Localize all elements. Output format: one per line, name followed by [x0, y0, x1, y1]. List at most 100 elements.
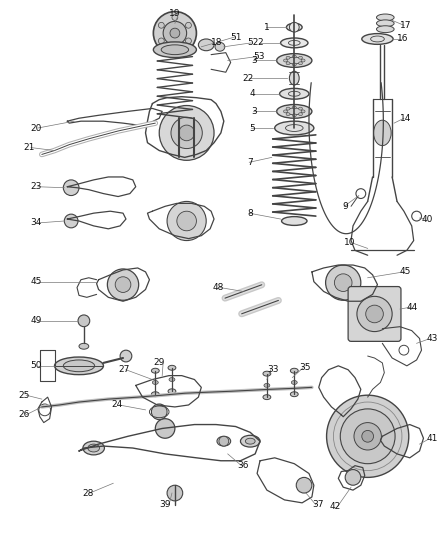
- Ellipse shape: [301, 59, 305, 62]
- Text: 22: 22: [242, 74, 253, 83]
- Circle shape: [167, 485, 183, 501]
- Circle shape: [172, 46, 178, 52]
- Ellipse shape: [264, 383, 270, 387]
- Circle shape: [366, 305, 383, 323]
- Text: 2: 2: [258, 38, 263, 47]
- Circle shape: [155, 419, 175, 438]
- Circle shape: [357, 296, 392, 332]
- Text: 41: 41: [427, 434, 438, 443]
- Text: 5: 5: [249, 124, 255, 133]
- Circle shape: [115, 277, 131, 293]
- Ellipse shape: [79, 343, 89, 349]
- Text: 8: 8: [247, 208, 253, 217]
- Text: 44: 44: [407, 303, 418, 312]
- Ellipse shape: [286, 56, 290, 59]
- Ellipse shape: [377, 20, 394, 27]
- Ellipse shape: [83, 441, 104, 455]
- Text: 10: 10: [343, 238, 355, 247]
- Ellipse shape: [215, 43, 225, 51]
- Text: 33: 33: [267, 365, 279, 374]
- Ellipse shape: [168, 365, 176, 370]
- Text: 20: 20: [30, 124, 42, 133]
- Circle shape: [120, 350, 132, 362]
- Text: 39: 39: [159, 500, 171, 510]
- Text: 16: 16: [397, 35, 409, 44]
- Circle shape: [64, 180, 79, 196]
- Text: 45: 45: [400, 268, 411, 277]
- Text: 45: 45: [30, 277, 42, 286]
- Circle shape: [163, 21, 187, 45]
- Text: 35: 35: [299, 364, 311, 372]
- Ellipse shape: [282, 216, 307, 225]
- Ellipse shape: [286, 23, 302, 31]
- Circle shape: [290, 22, 299, 32]
- Ellipse shape: [299, 62, 303, 64]
- Circle shape: [354, 423, 381, 450]
- Text: 24: 24: [112, 400, 123, 409]
- Ellipse shape: [292, 55, 296, 58]
- Ellipse shape: [290, 71, 299, 85]
- Ellipse shape: [263, 371, 271, 376]
- Text: 14: 14: [400, 114, 411, 123]
- Ellipse shape: [281, 38, 308, 48]
- Circle shape: [78, 315, 90, 327]
- Circle shape: [296, 478, 312, 493]
- Text: 43: 43: [427, 334, 438, 343]
- Ellipse shape: [169, 377, 175, 382]
- Ellipse shape: [286, 108, 302, 115]
- Ellipse shape: [377, 14, 394, 21]
- Circle shape: [159, 38, 164, 44]
- Circle shape: [152, 404, 167, 419]
- Circle shape: [159, 22, 164, 28]
- Text: 17: 17: [400, 21, 411, 30]
- Ellipse shape: [377, 26, 394, 33]
- Ellipse shape: [263, 395, 271, 400]
- Circle shape: [167, 201, 206, 240]
- Ellipse shape: [291, 381, 297, 384]
- Ellipse shape: [275, 121, 314, 135]
- Ellipse shape: [283, 110, 287, 113]
- Ellipse shape: [290, 368, 298, 373]
- Text: 51: 51: [231, 33, 242, 42]
- Ellipse shape: [161, 45, 189, 54]
- Ellipse shape: [64, 360, 95, 372]
- Ellipse shape: [286, 62, 290, 64]
- Circle shape: [177, 211, 196, 231]
- Ellipse shape: [299, 56, 303, 59]
- Ellipse shape: [299, 112, 303, 116]
- Text: 23: 23: [30, 182, 42, 191]
- Ellipse shape: [290, 392, 298, 397]
- Text: 7: 7: [247, 158, 253, 167]
- Text: 52: 52: [247, 38, 259, 47]
- Ellipse shape: [277, 104, 312, 118]
- Circle shape: [159, 106, 214, 160]
- Ellipse shape: [168, 389, 176, 394]
- Text: 21: 21: [24, 143, 35, 152]
- Circle shape: [345, 470, 361, 485]
- Circle shape: [179, 125, 194, 141]
- Text: 34: 34: [30, 219, 42, 228]
- Ellipse shape: [301, 110, 305, 113]
- Text: 42: 42: [330, 502, 341, 511]
- Circle shape: [362, 431, 374, 442]
- Circle shape: [186, 38, 191, 44]
- Ellipse shape: [217, 437, 231, 446]
- Text: 3: 3: [251, 56, 257, 65]
- Ellipse shape: [286, 57, 302, 64]
- Text: 48: 48: [212, 283, 224, 292]
- Text: 26: 26: [19, 410, 30, 419]
- Text: 9: 9: [343, 202, 348, 211]
- Ellipse shape: [286, 112, 290, 116]
- Ellipse shape: [279, 88, 309, 99]
- Text: 29: 29: [154, 358, 165, 367]
- Ellipse shape: [54, 357, 103, 375]
- Ellipse shape: [292, 63, 296, 66]
- Ellipse shape: [286, 107, 290, 110]
- Text: 1: 1: [264, 23, 270, 32]
- Ellipse shape: [374, 120, 391, 146]
- Text: 19: 19: [169, 9, 180, 18]
- Text: 53: 53: [253, 52, 265, 61]
- Circle shape: [219, 437, 229, 446]
- Ellipse shape: [152, 368, 159, 373]
- Ellipse shape: [292, 114, 296, 117]
